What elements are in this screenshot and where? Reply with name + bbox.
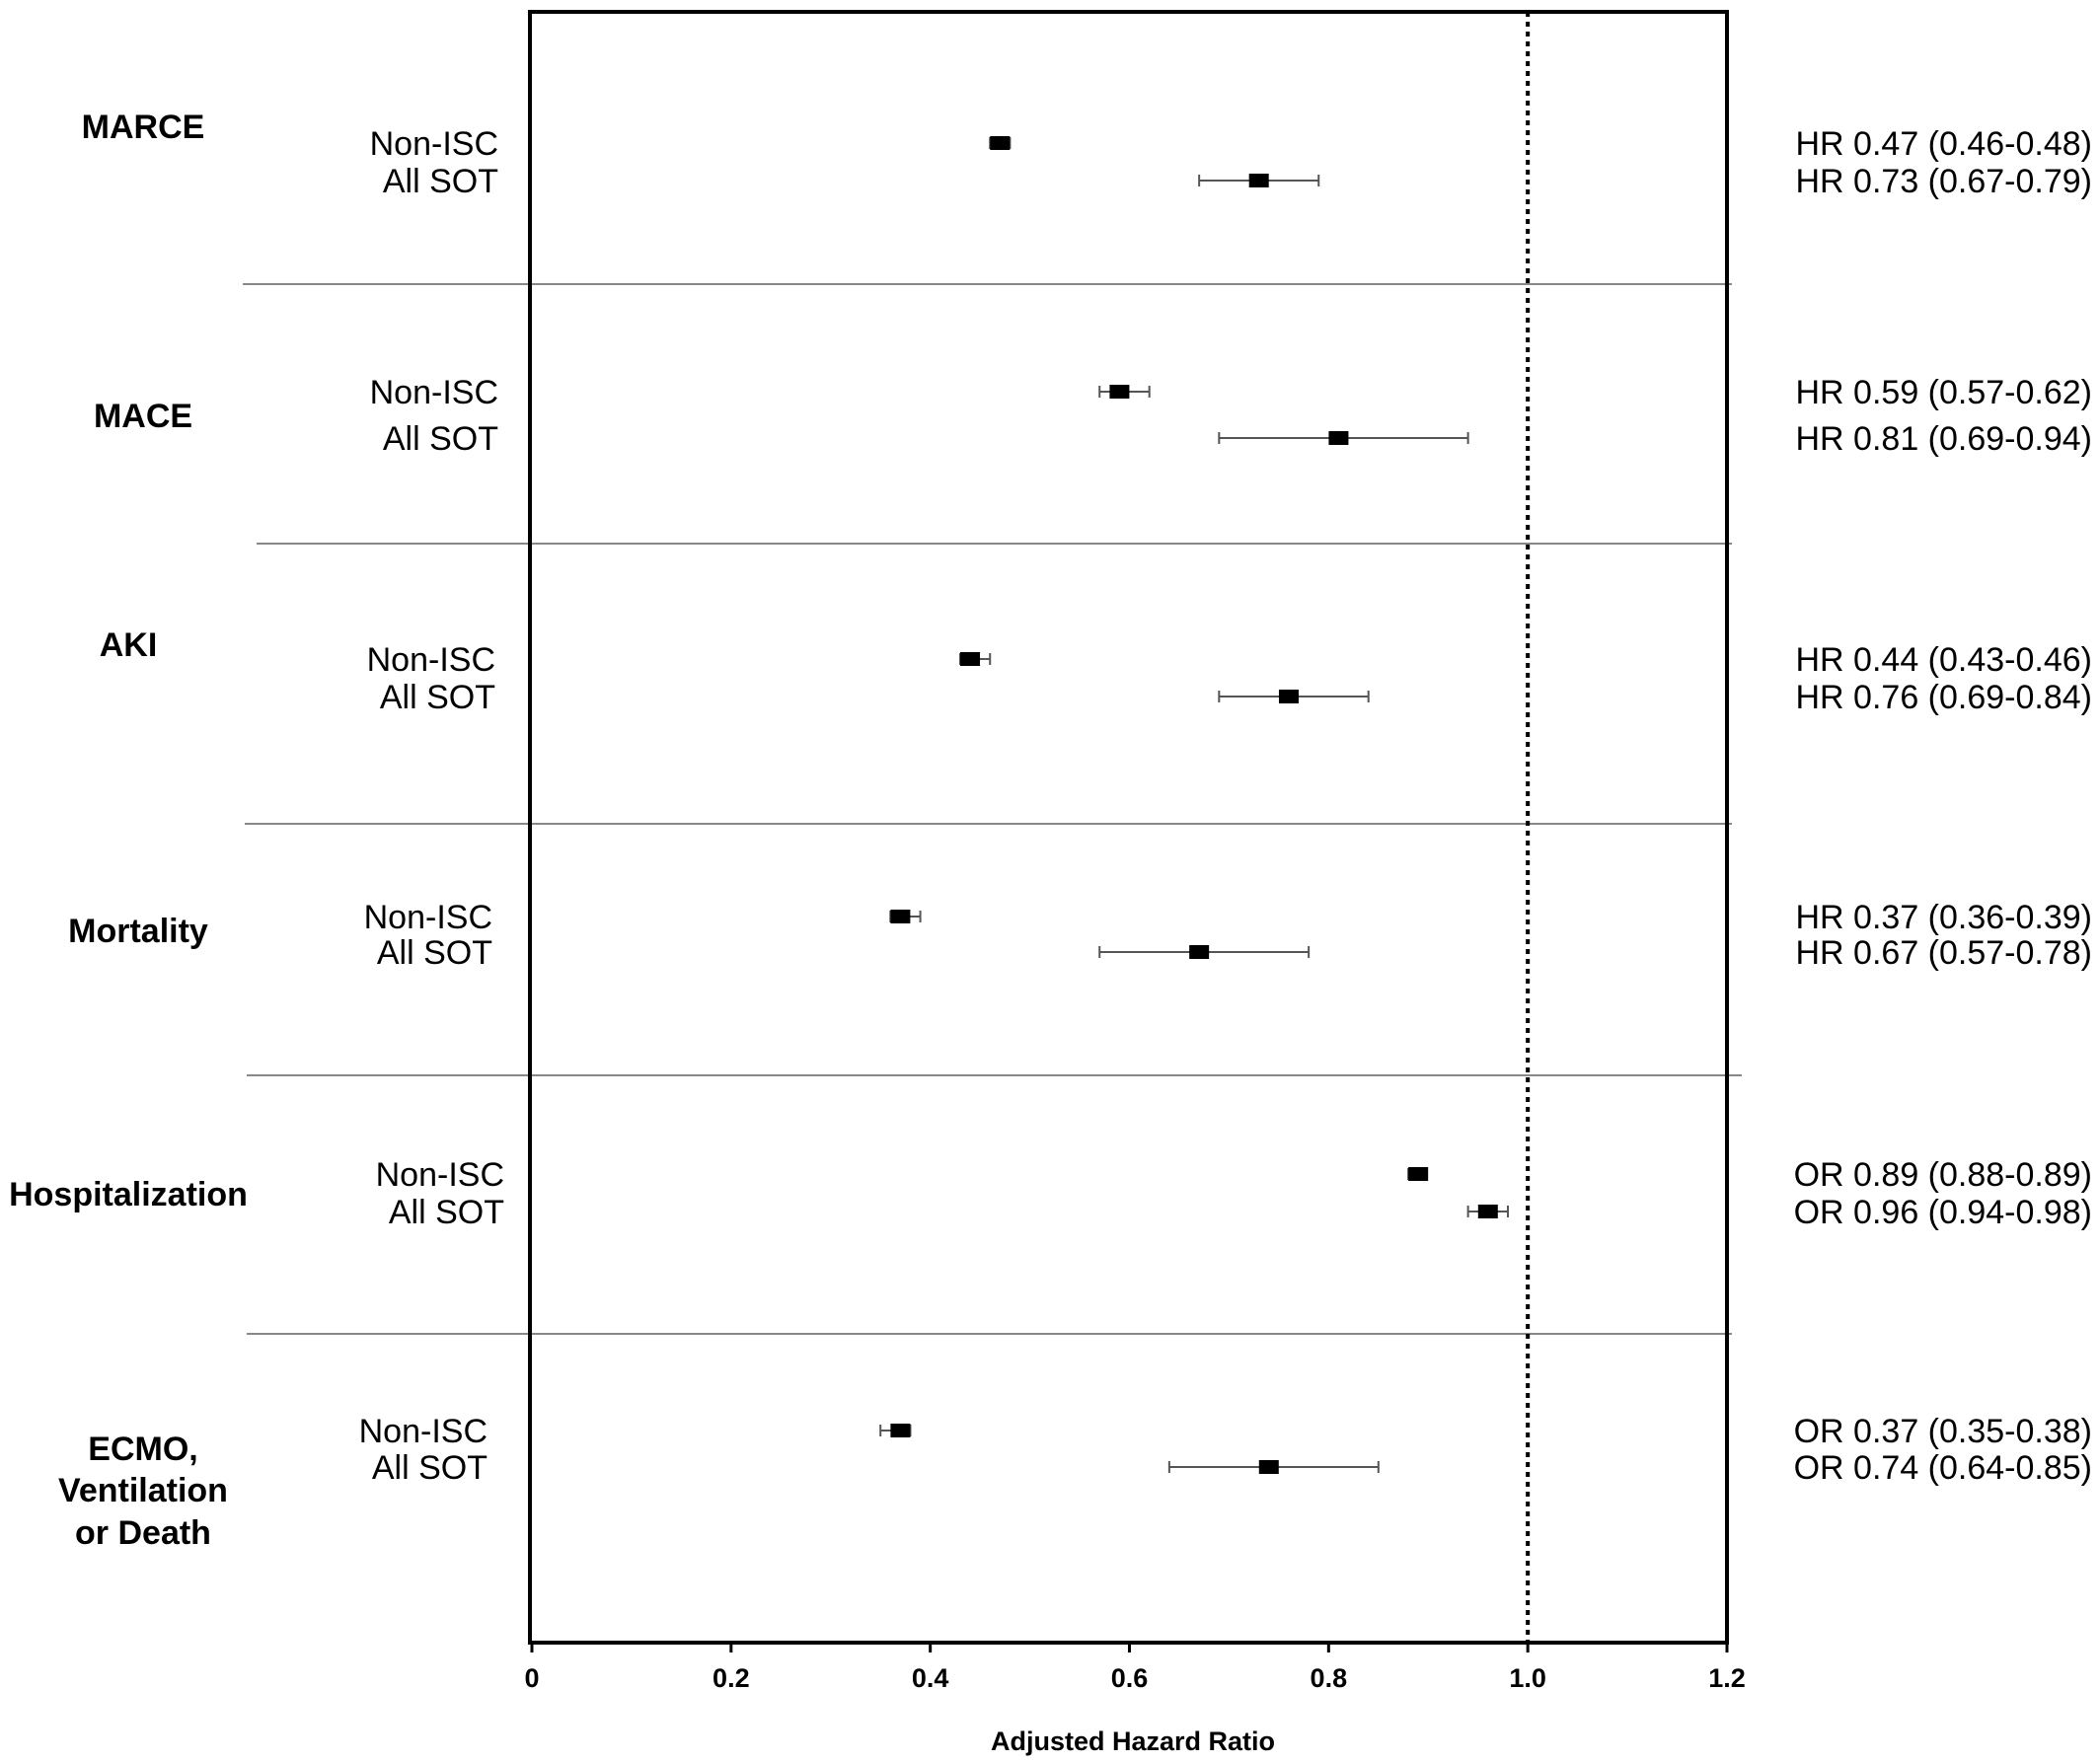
x-axis: 0 0.2 0.4 0.6 0.8 1.0 1.2 xyxy=(524,1643,1746,1693)
group-label: All SOT xyxy=(389,1194,504,1231)
estimate-label: HR 0.67 (0.57-0.78) xyxy=(1796,934,2093,972)
estimate-label: HR 0.44 (0.43-0.46) xyxy=(1796,641,2093,679)
x-tick-label: 0.8 xyxy=(1311,1663,1348,1693)
group-label: All SOT xyxy=(372,1449,488,1487)
estimate-label: HR 0.81 (0.69-0.94) xyxy=(1796,420,2093,458)
section-separators xyxy=(243,283,1742,1335)
x-tick-label: 0.6 xyxy=(1111,1663,1149,1693)
outcome-label: Hospitalization xyxy=(9,1176,248,1213)
estimate-label: OR 0.96 (0.94-0.98) xyxy=(1794,1194,2092,1231)
x-tick-label: 0 xyxy=(524,1663,539,1693)
estimate-marks xyxy=(879,136,1509,1474)
outcome-label: ECMO, Ventilation or Death xyxy=(58,1431,228,1552)
x-tick-label: 1.2 xyxy=(1708,1663,1746,1693)
estimate-label: HR 0.37 (0.36-0.39) xyxy=(1796,899,2093,936)
estimate-label: HR 0.59 (0.57-0.62) xyxy=(1796,374,2093,411)
group-label: All SOT xyxy=(383,163,498,200)
point-estimate xyxy=(1477,1205,1498,1218)
group-label: Non-ISC xyxy=(370,374,498,411)
x-tick-label: 0.4 xyxy=(912,1663,949,1693)
x-axis-label: Adjusted Hazard Ratio xyxy=(991,1726,1275,1756)
outcome-label: MACE xyxy=(94,398,192,435)
point-estimate xyxy=(1278,690,1299,703)
estimate-label: HR 0.76 (0.69-0.84) xyxy=(1796,679,2093,716)
group-label: Non-ISC xyxy=(370,125,498,163)
outcome-label: MARCE xyxy=(82,109,205,146)
estimate-label: OR 0.89 (0.88-0.89) xyxy=(1794,1156,2092,1194)
point-estimate xyxy=(890,1424,911,1437)
estimate-label: HR 0.73 (0.67-0.79) xyxy=(1796,163,2093,200)
point-estimate xyxy=(1189,945,1210,959)
group-label: Non-ISC xyxy=(359,1413,488,1450)
point-estimate xyxy=(1109,385,1130,399)
estimate-label: OR 0.37 (0.35-0.38) xyxy=(1794,1413,2092,1450)
point-estimate xyxy=(1408,1167,1429,1181)
outcome-label: AKI xyxy=(100,626,158,664)
outcome-label: Mortality xyxy=(68,913,208,950)
point-estimate xyxy=(1258,1460,1279,1474)
x-tick-label: 1.0 xyxy=(1509,1663,1546,1693)
point-estimate xyxy=(960,652,981,666)
group-label: All SOT xyxy=(383,420,498,458)
group-label: Non-ISC xyxy=(367,641,495,679)
point-estimate xyxy=(1248,174,1269,187)
plot-frame xyxy=(528,10,1729,1645)
point-estimate xyxy=(1328,431,1349,445)
estimate-label: HR 0.47 (0.46-0.48) xyxy=(1796,125,2093,163)
estimate-label: OR 0.74 (0.64-0.85) xyxy=(1794,1449,2092,1487)
group-label: Non-ISC xyxy=(376,1156,504,1194)
group-label: All SOT xyxy=(377,934,492,972)
x-tick-label: 0.2 xyxy=(712,1663,750,1693)
group-label: Non-ISC xyxy=(364,899,492,936)
group-label: All SOT xyxy=(380,679,495,716)
point-estimate xyxy=(890,910,911,923)
row-labels: MARCE Non-ISC HR 0.47 (0.46-0.48) All SOT HR… xyxy=(9,109,2092,1552)
point-estimate xyxy=(990,136,1011,150)
